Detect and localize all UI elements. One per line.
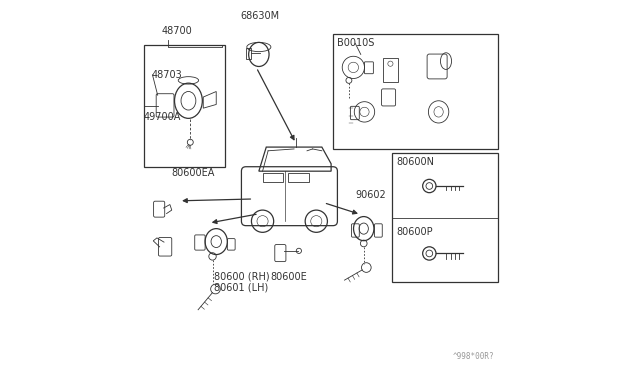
Text: 48703: 48703 bbox=[152, 70, 182, 80]
Text: ^998*00R?: ^998*00R? bbox=[452, 352, 494, 361]
Text: 80600N: 80600N bbox=[396, 157, 434, 167]
Text: 80600P: 80600P bbox=[396, 227, 433, 237]
Bar bbox=[144, 45, 225, 167]
Text: 80600E: 80600E bbox=[270, 272, 307, 282]
Text: 49700A: 49700A bbox=[144, 112, 181, 122]
Bar bbox=[289, 173, 309, 182]
Text: 90602: 90602 bbox=[355, 190, 386, 200]
Bar bbox=[392, 153, 498, 282]
Text: 48700: 48700 bbox=[162, 26, 193, 36]
Text: 80601 (LH): 80601 (LH) bbox=[214, 283, 269, 293]
Text: 68630M: 68630M bbox=[240, 11, 280, 21]
Bar bbox=[383, 58, 398, 82]
Text: B0010S: B0010S bbox=[337, 38, 374, 48]
Bar bbox=[333, 34, 498, 149]
Text: 80600 (RH): 80600 (RH) bbox=[214, 272, 270, 282]
Bar bbox=[262, 173, 283, 182]
Text: 80600EA: 80600EA bbox=[172, 168, 215, 178]
Bar bbox=[246, 48, 252, 59]
